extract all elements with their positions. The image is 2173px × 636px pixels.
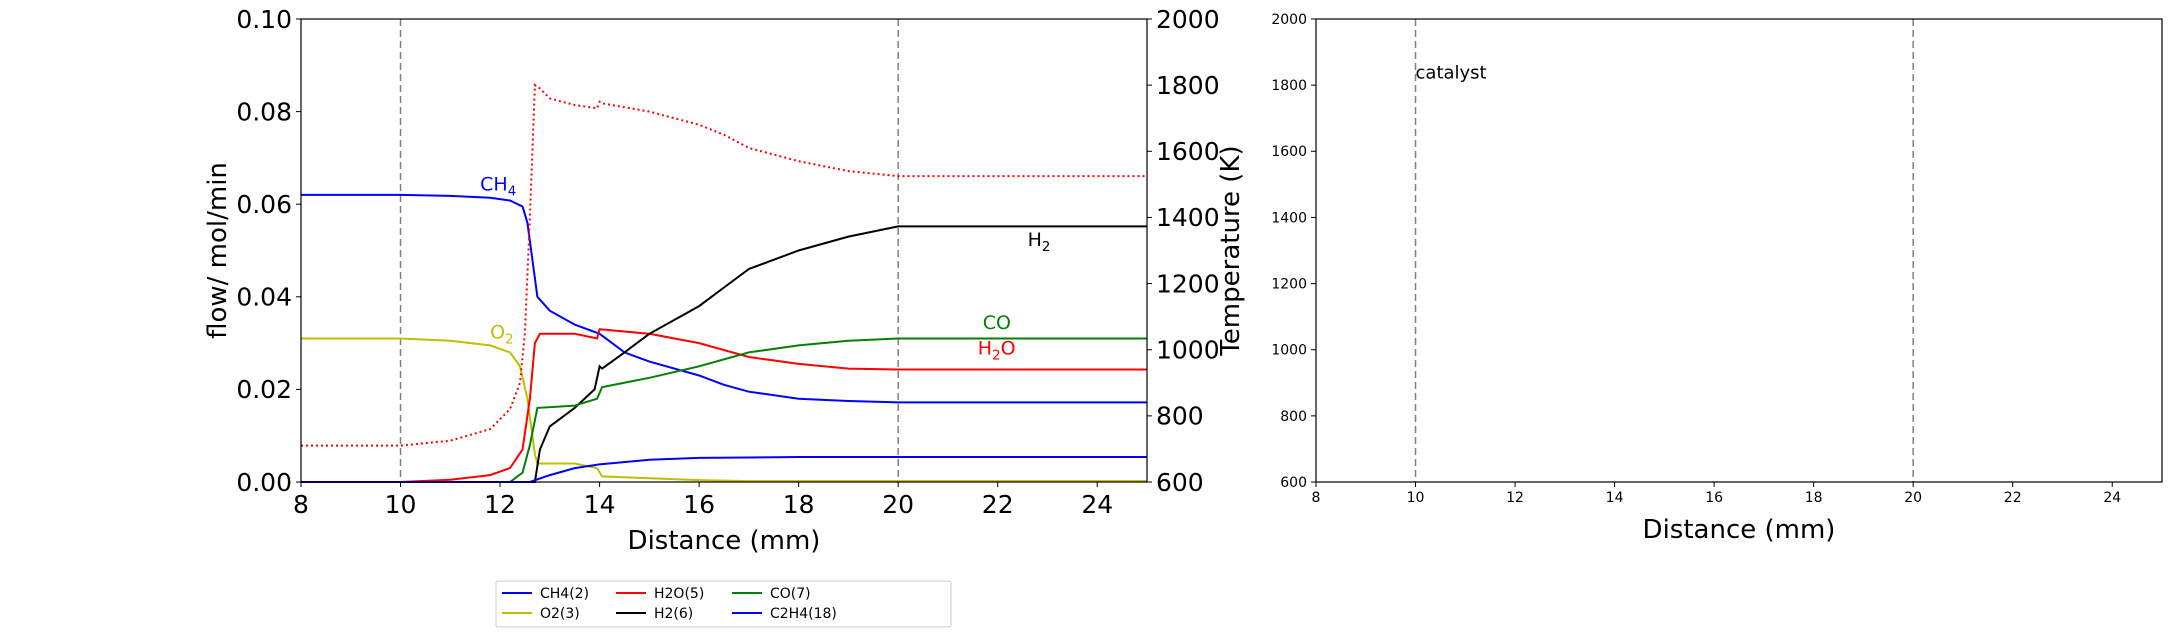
annotation-label: H2O: [978, 338, 1016, 364]
x-tick-label: 12: [484, 490, 516, 519]
y2-tick-label: 800: [1156, 402, 1204, 431]
x-tick-label: 10: [385, 490, 417, 519]
y2-tick-label: 1400: [1156, 203, 1220, 232]
y-tick-label: 1200: [1271, 276, 1307, 292]
x-tick-label: 22: [982, 490, 1014, 519]
y2-tick-label: 1600: [1156, 137, 1220, 166]
x-tick-label: 8: [293, 490, 309, 519]
legend-label: H2O(5): [654, 586, 704, 602]
annotation-text: H: [1028, 229, 1042, 251]
series-line-2: [301, 328, 1147, 483]
x-tick-label: 20: [882, 490, 914, 519]
annotation-subscript: 4: [508, 184, 516, 199]
legend: CH4(2) O2(3) H2O(5) H2(6) CO(7) C2H4(18): [495, 580, 952, 628]
x-tick-label: 20: [1904, 490, 1922, 506]
temperature-line: [301, 83, 1147, 447]
legend-label: CO(7): [770, 586, 811, 602]
annotation-text: catalyst: [1416, 63, 1487, 84]
y2-tick-label: 2000: [1156, 5, 1220, 34]
y-tick-label: 1400: [1271, 210, 1307, 226]
x-tick-label: 12: [1506, 490, 1524, 506]
annotation-label: catalyst: [1416, 63, 1487, 84]
y2-tick-label: 1800: [1156, 71, 1220, 100]
annotation-text: CH: [480, 173, 508, 195]
x-axis-label: Distance (mm): [1643, 515, 1836, 545]
x-tick-label: 16: [683, 490, 715, 519]
y-tick-label: 0.02: [236, 375, 292, 404]
series-line-1: [301, 337, 1147, 483]
annotation-text: O: [490, 321, 505, 343]
series-line-0: [301, 193, 1147, 404]
legend-label: CH4(2): [540, 586, 589, 602]
y-tick-label: 0.00: [236, 468, 292, 497]
x-tick-label: 22: [2004, 490, 2022, 506]
y2-tick-label: 600: [1156, 468, 1204, 497]
legend-label: O2(3): [540, 606, 580, 622]
annotation-label: O2: [490, 321, 513, 347]
temperature-chart: 8 10 12 14 16 18 20 22 24 600 800 1000 1200 1400 1600 1…: [1271, 12, 2163, 545]
x-tick-label: 14: [584, 490, 616, 519]
x-tick-label: 18: [1805, 490, 1823, 506]
plot-frame: [1315, 18, 2163, 483]
y-tick-label: 0.04: [236, 283, 292, 312]
annotation-label: CO: [983, 312, 1011, 334]
legend-box: [495, 580, 952, 628]
y-tick-label: 0.06: [236, 190, 292, 219]
x-axis-label: Distance (mm): [628, 526, 821, 556]
y2-tick-label: 1200: [1156, 269, 1220, 298]
series-line-4: [301, 337, 1147, 483]
annotation-text: H: [978, 338, 992, 360]
y-tick-label: 0.10: [236, 5, 292, 34]
y-tick-label: 1800: [1271, 78, 1307, 94]
y-axis-label: flow/ mol/min: [203, 162, 233, 339]
annotation-text: CO: [983, 312, 1011, 334]
annotation-subscript: 2: [505, 332, 513, 347]
series-line-3: [301, 225, 1147, 483]
y-tick-label: 1600: [1271, 144, 1307, 160]
x-tick-label: 24: [2103, 490, 2121, 506]
y-tick-label: 0.08: [236, 97, 292, 126]
x-tick-label: 8: [1312, 490, 1321, 506]
x-tick-label: 24: [1081, 490, 1113, 519]
y-tick-label: 800: [1280, 409, 1307, 425]
annotation-text: O: [1001, 338, 1016, 360]
species-flow-chart: 8 10 12 14 16 18 20 22 240.000.020.040.060.080.1…: [203, 5, 1246, 556]
y2-tick-label: 1000: [1156, 335, 1220, 364]
x-tick-label: 14: [1606, 490, 1624, 506]
legend-label: C2H4(18): [770, 606, 837, 622]
annotation-subscript: 2: [1042, 240, 1050, 255]
y2-axis-label: Temperature (K): [1216, 145, 1246, 356]
plot-frame: [300, 18, 1148, 483]
y-tick-label: 2000: [1271, 12, 1307, 28]
legend-label: H2(6): [654, 606, 693, 622]
x-tick-label: 18: [783, 490, 815, 519]
y-tick-label: 600: [1280, 475, 1307, 491]
annotation-label: H2: [1028, 229, 1051, 255]
x-tick-label: 10: [1407, 490, 1425, 506]
annotation-label: CH4: [480, 173, 516, 199]
series-line-5: [301, 456, 1147, 483]
x-tick-label: 16: [1705, 490, 1723, 506]
annotation-subscript: 2: [992, 349, 1000, 364]
y-tick-label: 1000: [1271, 343, 1307, 359]
